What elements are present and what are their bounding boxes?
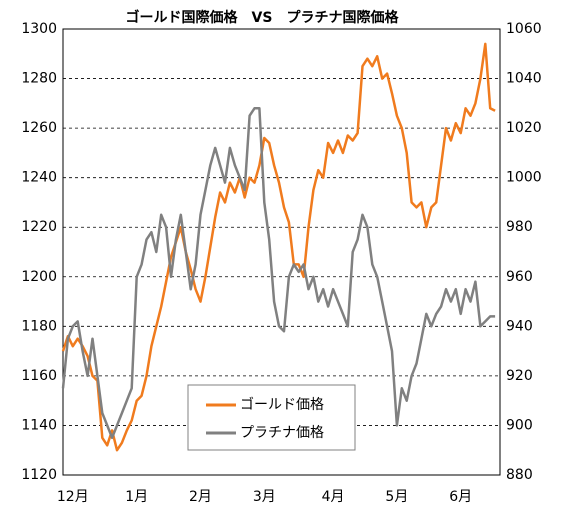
y2-tick-label: 900	[506, 417, 533, 433]
y-tick-label: 1120	[21, 467, 57, 483]
y2-tick-label: 980	[506, 219, 533, 235]
x-tick-label: 12月	[57, 489, 89, 505]
y-tick-label: 1140	[21, 417, 57, 433]
x-tick-label: 5月	[385, 489, 408, 505]
x-tick-label: 1月	[125, 489, 148, 505]
y2-tick-label: 1020	[506, 120, 542, 136]
y-tick-label: 1220	[21, 219, 57, 235]
x-tick-label: 3月	[253, 489, 276, 505]
y2-tick-label: 1060	[506, 21, 542, 37]
y-tick-label: 1280	[21, 71, 57, 87]
legend-box	[187, 384, 356, 451]
y2-tick-label: 960	[506, 269, 533, 285]
legend-label: プラチナ価格	[240, 425, 324, 441]
y-tick-label: 1240	[21, 170, 57, 186]
y-tick-label: 1180	[21, 318, 57, 334]
plot-border	[62, 28, 501, 476]
y-tick-label: 1160	[21, 368, 57, 384]
x-tick-label: 6月	[449, 489, 472, 505]
y-tick-label: 1200	[21, 269, 57, 285]
y2-tick-label: 880	[506, 467, 533, 483]
y-tick-label: 1260	[21, 120, 57, 136]
series-line	[61, 42, 496, 452]
series-line	[61, 107, 496, 440]
x-tick-label: 4月	[322, 489, 345, 505]
chart-title: ゴールド国際価格 VS プラチナ国際価格	[126, 9, 400, 26]
y2-tick-label: 920	[506, 368, 533, 384]
y-tick-label: 1300	[21, 21, 57, 37]
legend-label: ゴールド価格	[240, 396, 324, 413]
y2-tick-label: 1000	[506, 170, 542, 186]
y2-tick-label: 1040	[506, 71, 542, 87]
x-tick-label: 2月	[189, 489, 212, 505]
y2-tick-label: 940	[506, 318, 533, 334]
